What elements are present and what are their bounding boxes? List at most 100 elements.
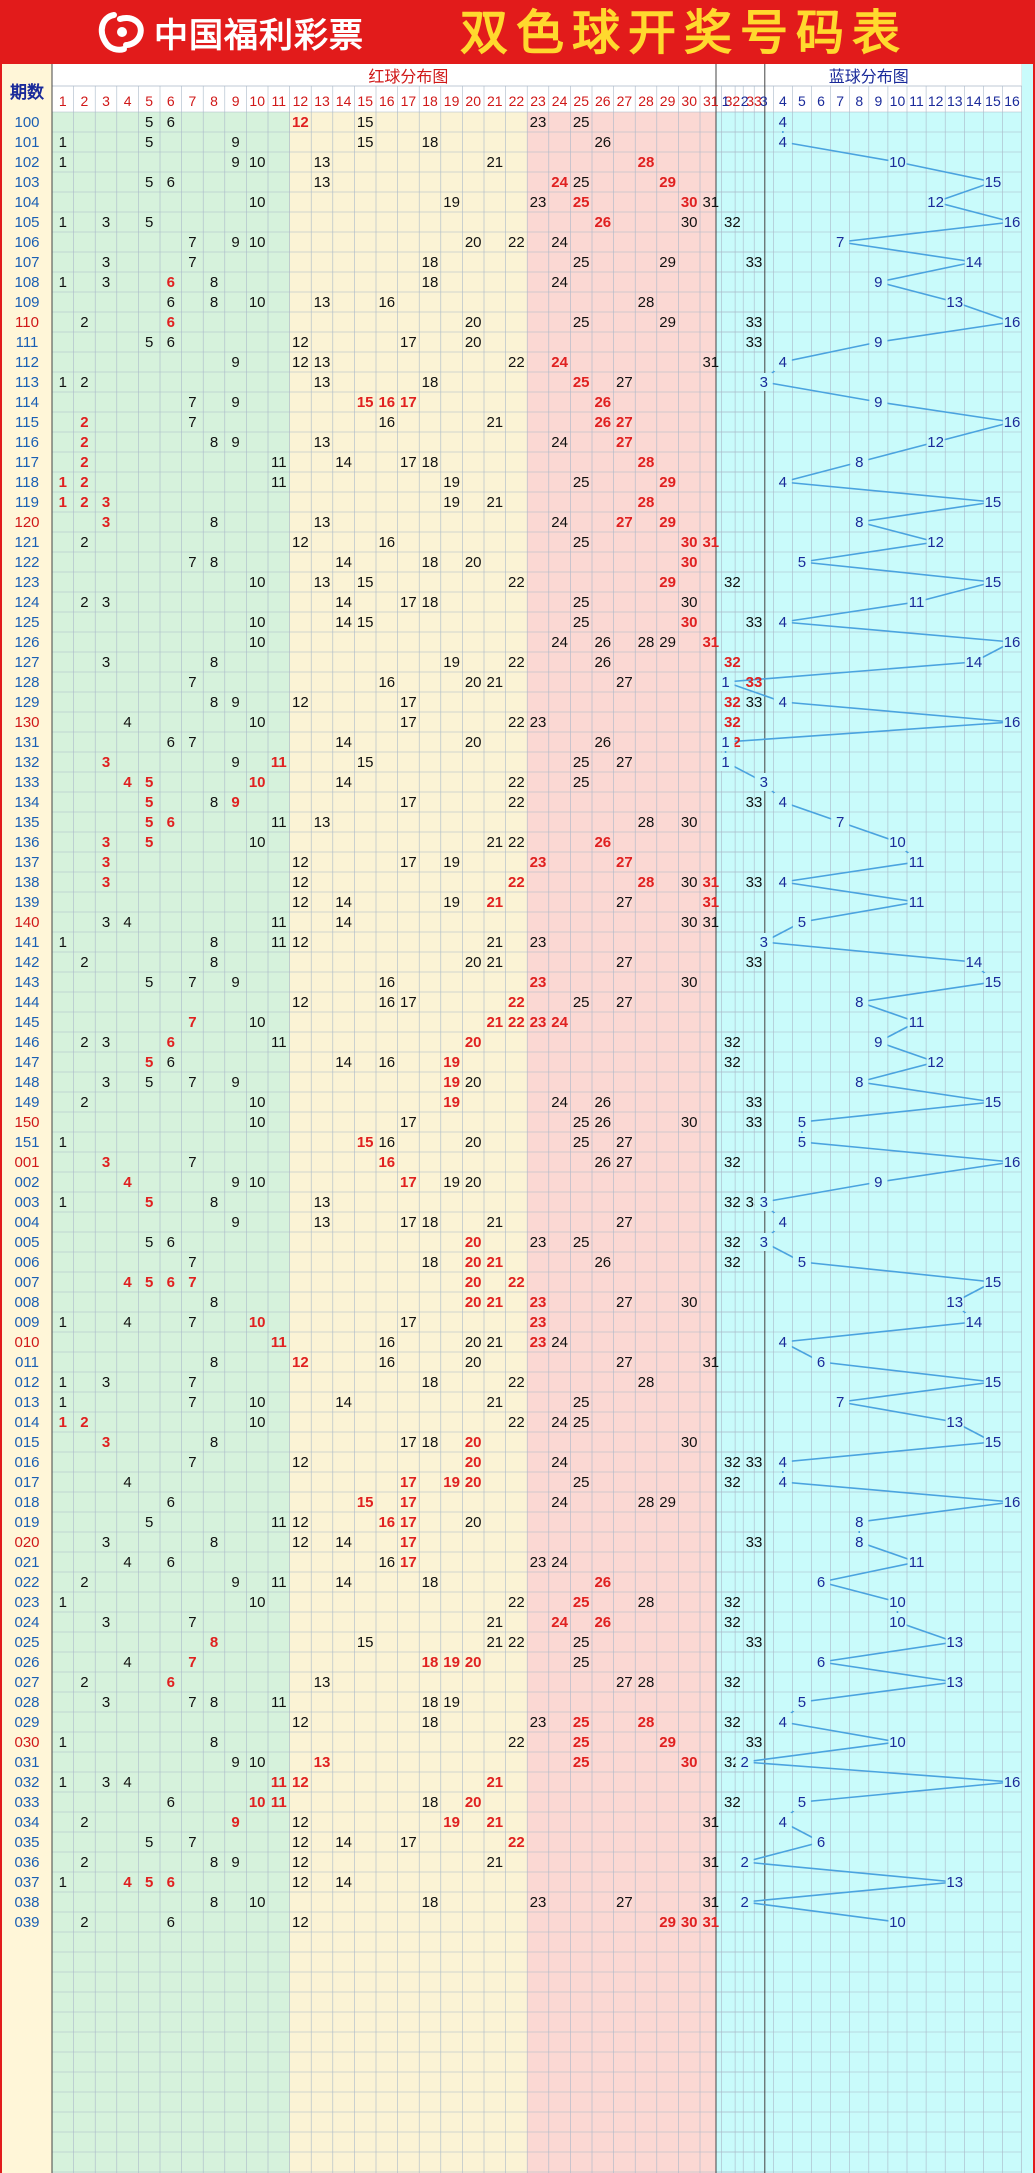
red-ball: 27	[616, 1354, 633, 1371]
red-ball: 32	[724, 1034, 741, 1051]
red-ball-hot: 27	[616, 434, 633, 451]
red-ball-hot: 2	[80, 414, 88, 431]
red-ball-hot: 7	[188, 1654, 196, 1671]
red-ball: 14	[335, 774, 352, 791]
blue-ball: 4	[779, 1814, 787, 1831]
blue-ball: 9	[874, 274, 882, 291]
blue-ball: 2	[740, 1894, 748, 1911]
red-ball: 1	[59, 374, 67, 391]
blue-ball: 5	[798, 1114, 806, 1131]
red-ball-hot: 26	[594, 1574, 611, 1591]
red-col-header: 2	[81, 93, 89, 109]
blue-ball: 15	[985, 1274, 1002, 1291]
red-ball: 33	[746, 1534, 763, 1551]
red-ball: 3	[102, 274, 110, 291]
red-ball: 1	[59, 1774, 67, 1791]
blue-ball-bg	[812, 1353, 831, 1371]
issue-number: 103	[14, 174, 39, 191]
red-ball: 31	[702, 194, 719, 211]
red-ball: 8	[210, 514, 218, 531]
red-ball: 25	[573, 174, 590, 191]
red-ball-hot: 15	[357, 394, 374, 411]
red-ball: 8	[210, 1894, 218, 1911]
blue-ball-bg	[812, 1573, 831, 1591]
red-ball-hot: 20	[465, 1034, 482, 1051]
blue-ball-bg	[850, 1073, 869, 1091]
red-ball: 12	[292, 1454, 309, 1471]
red-col-header: 30	[681, 93, 697, 109]
red-ball: 20	[465, 734, 482, 751]
red-ball: 33	[746, 314, 763, 331]
blue-ball-bg	[888, 153, 907, 171]
issue-number: 025	[14, 1634, 39, 1651]
red-ball-hot: 16	[378, 1514, 395, 1531]
red-ball-hot: 31	[702, 894, 719, 911]
blue-ball: 4	[779, 1454, 787, 1471]
red-ball: 19	[443, 654, 460, 671]
red-ball-hot: 21	[486, 1814, 503, 1831]
red-ball: 21	[486, 1214, 503, 1231]
red-ball-hot: 15	[357, 1494, 374, 1511]
red-ball: 32	[724, 1234, 741, 1251]
logo-text: 中国福利彩票	[154, 15, 364, 56]
blue-ball-bg	[773, 693, 792, 711]
blue-ball-bg	[964, 653, 983, 671]
red-ball-hot: 2	[80, 454, 88, 471]
red-ball: 11	[271, 1694, 287, 1711]
issue-number: 022	[14, 1574, 39, 1591]
red-ball: 30	[681, 1294, 698, 1311]
red-ball-hot: 3	[102, 1154, 110, 1171]
red-ball: 12	[292, 934, 309, 951]
red-ball: 15	[357, 574, 374, 591]
issue-header: 期数	[10, 82, 45, 102]
blue-ball-bg	[773, 1453, 792, 1471]
red-ball: 12	[292, 694, 309, 711]
red-ball: 32	[724, 1594, 741, 1611]
red-ball: 32	[724, 1674, 741, 1691]
red-ball: 18	[422, 454, 439, 471]
issue-number: 116	[15, 434, 39, 451]
red-ball-hot: 27	[616, 854, 633, 871]
red-ball: 1	[59, 274, 67, 291]
red-ball: 24	[551, 1414, 568, 1431]
blue-ball-bg	[907, 593, 926, 611]
blue-ball: 11	[909, 1014, 925, 1031]
red-ball-hot: 33	[746, 674, 763, 691]
blue-ball-bg	[983, 1373, 1002, 1391]
red-ball: 27	[616, 1214, 633, 1231]
page-title: 双色球开奖号码表	[460, 5, 909, 61]
red-ball: 10	[249, 634, 266, 651]
red-ball: 20	[465, 554, 482, 571]
red-ball: 1	[59, 1314, 67, 1331]
blue-col-header: 10	[890, 93, 906, 109]
red-ball-hot: 17	[400, 394, 417, 411]
issue-number: 121	[14, 534, 39, 551]
red-ball: 12	[292, 1834, 309, 1851]
red-ball: 14	[335, 734, 352, 751]
red-ball: 7	[188, 1254, 196, 1271]
red-ball: 21	[486, 834, 503, 851]
red-ball: 18	[422, 1894, 439, 1911]
blue-ball: 13	[946, 1674, 963, 1691]
red-ball: 20	[465, 954, 482, 971]
red-ball: 24	[551, 1334, 568, 1351]
issue-number: 033	[14, 1794, 39, 1811]
red-ball-hot: 7	[188, 1274, 196, 1291]
issue-number: 016	[14, 1454, 39, 1471]
red-ball: 28	[638, 1594, 655, 1611]
red-ball: 9	[231, 1574, 239, 1591]
red-ball: 6	[167, 1054, 175, 1071]
red-ball: 10	[249, 1754, 266, 1771]
red-ball: 3	[102, 1774, 110, 1791]
blue-col-header: 2	[741, 93, 749, 109]
blue-ball: 13	[946, 294, 963, 311]
red-ball-hot: 4	[123, 1274, 132, 1291]
red-ball: 28	[638, 814, 655, 831]
blue-ball: 16	[1004, 1494, 1021, 1511]
red-ball: 12	[292, 854, 309, 871]
red-ball: 24	[551, 1454, 568, 1471]
issue-number: 122	[14, 554, 39, 571]
red-ball-hot: 5	[145, 814, 153, 831]
red-ball-hot: 20	[465, 1654, 482, 1671]
red-ball: 14	[335, 1874, 352, 1891]
